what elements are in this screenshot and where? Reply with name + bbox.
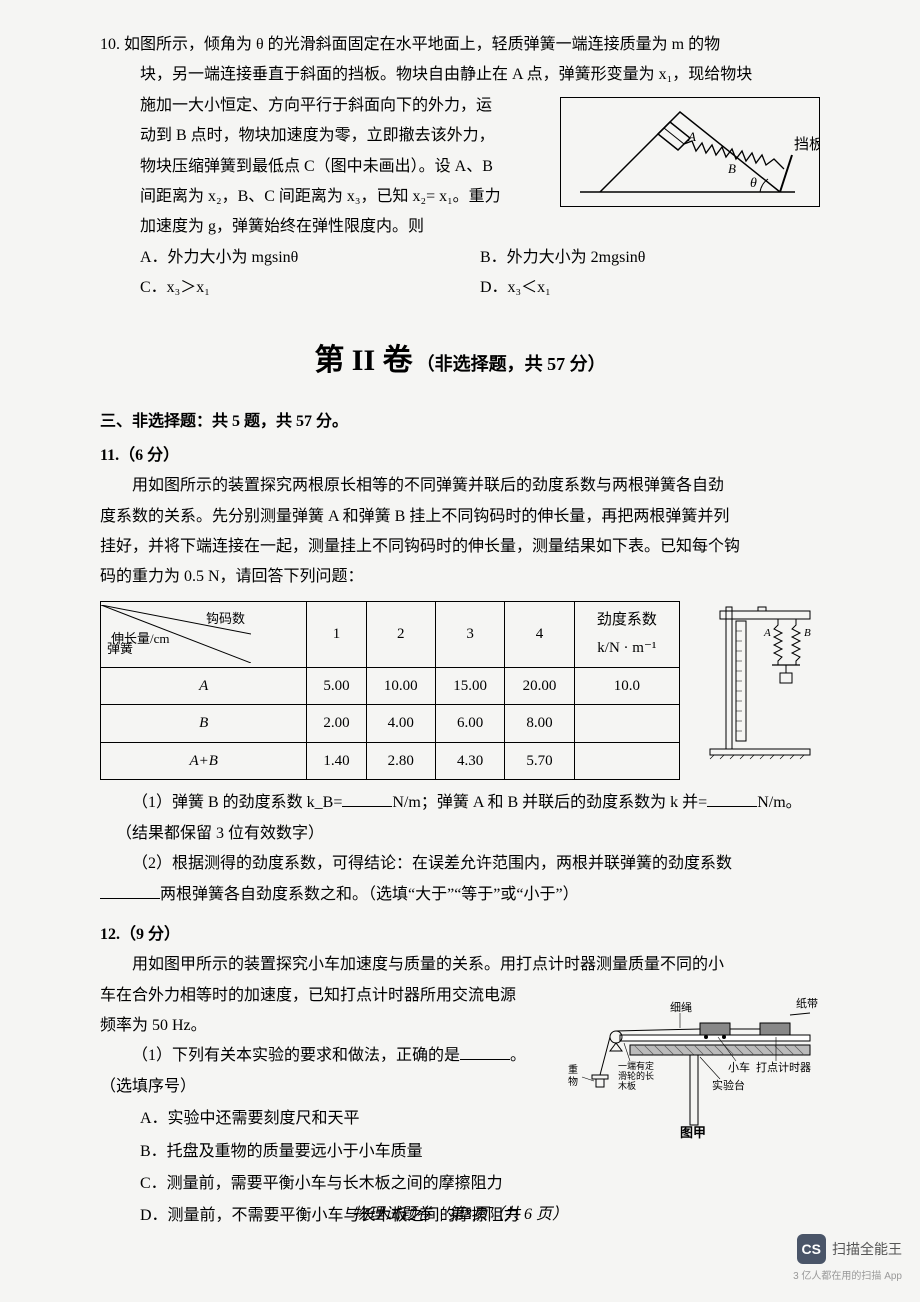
question-12: 12.（9 分） 用如图甲所示的装置探究小车加速度与质量的关系。用打点计时器测量… (100, 920, 820, 1232)
col-4: 4 (505, 601, 574, 667)
cell: 15.00 (435, 667, 504, 705)
cell: 10.0 (574, 667, 679, 705)
section3-heading: 三、非选择题：共 5 题，共 57 分。 (100, 407, 820, 437)
fig-caption: 图甲 (680, 1125, 706, 1140)
q11-head: 11.（6 分） (100, 441, 820, 471)
watermark-sub: 3 亿人都在用的扫描 App (793, 1267, 902, 1286)
q10-option-c: C．x₃＞x₁ (140, 273, 480, 303)
part2-sub: （非选择题，共 57 分） (417, 354, 606, 374)
q10-option-d: D．x₃＜x₁ (480, 273, 820, 303)
svg-text:滑轮的长: 滑轮的长 (618, 1070, 654, 1081)
row-ab-label: A+B (101, 742, 307, 780)
q10-label-b: B (728, 161, 736, 176)
spring-a-label: A (763, 627, 771, 639)
cell: 5.70 (505, 742, 574, 780)
watermark: CS 扫描全能王 3 亿人都在用的扫描 App (793, 1234, 902, 1286)
q12-head: 12.（9 分） (100, 920, 820, 950)
label-pulley: 一端有定 (618, 1060, 654, 1071)
q11-sub1d: （结果都保留 3 位有效数字） (100, 819, 820, 849)
cell (574, 705, 679, 743)
table-row: A 5.00 10.00 15.00 20.00 10.0 (101, 667, 680, 705)
q10-figure: θ A B 挡板 (560, 97, 820, 218)
watermark-badge: CS (797, 1234, 826, 1265)
baffle-label: 挡板 (794, 135, 820, 153)
col-1: 1 (307, 601, 366, 667)
q12-sub1b: 。 (510, 1047, 526, 1064)
cell: 4.00 (366, 705, 435, 743)
theta-label: θ (750, 176, 757, 191)
blank-input[interactable] (707, 791, 757, 807)
svg-text:木板: 木板 (618, 1080, 636, 1091)
cell: 6.00 (435, 705, 504, 743)
q10-stem1: 如图所示，倾角为 θ 的光滑斜面固定在水平地面上，轻质弹簧一端连接质量为 m 的… (124, 36, 720, 53)
blank-input[interactable] (342, 791, 392, 807)
question-10: 10. 如图所示，倾角为 θ 的光滑斜面固定在水平地面上，轻质弹簧一端连接质量为… (100, 30, 820, 304)
spring-b-label: B (804, 627, 811, 639)
q12-p1: 用如图甲所示的装置探究小车加速度与质量的关系。用打点计时器测量质量不同的小 (132, 956, 724, 973)
q10-option-b: B．外力大小为 2mgsinθ (480, 243, 820, 273)
label-cart: 小车 (728, 1060, 750, 1074)
q11-p1: 用如图所示的装置探究两根原长相等的不同弹簧并联后的劲度系数与两根弹簧各自劲 (132, 477, 724, 494)
q11-sub2b: 两根弹簧各自劲度系数之和。（选填“大于”“等于”或“小于”） (160, 886, 579, 903)
cell: 5.00 (307, 667, 366, 705)
diag-top: 钩码数 (206, 607, 245, 632)
q11-sub2a: （2）根据测得的劲度系数，可得结论：在误差允许范围内，两根并联弹簧的劲度系数 (132, 855, 732, 872)
q11-p4: 码的重力为 0.5 N，请回答下列问题： (100, 562, 820, 592)
q12-figure: 细绳 纸带 小车 打点计时器 重 物 一端有定 滑轮的长 木板 实验台 图甲 (560, 985, 820, 1166)
q10-number: 10. (100, 36, 120, 53)
table-row: A+B 1.40 2.80 4.30 5.70 (101, 742, 680, 780)
question-11: 11.（6 分） 用如图所示的装置探究两根原长相等的不同弹簧并联后的劲度系数与两… (100, 441, 820, 910)
q10-stem2: 块，另一端连接垂直于斜面的挡板。物块自由静止在 A 点，弹簧形变量为 x₁，现给… (140, 60, 820, 90)
svg-text:物: 物 (568, 1075, 578, 1088)
label-timer: 打点计时器 (756, 1060, 811, 1074)
q11-sub1c: N/m。 (757, 794, 801, 811)
q11-sub1b: N/m；弹簧 A 和 B 并联后的劲度系数为 k 并= (392, 794, 707, 811)
label-weight: 重 (568, 1063, 578, 1076)
cell (574, 742, 679, 780)
cell: 10.00 (366, 667, 435, 705)
cell: 4.30 (435, 742, 504, 780)
col-k: 劲度系数 k/N · m⁻¹ (574, 601, 679, 667)
q11-p3: 挂好，并将下端连接在一起，测量挂上不同钩码时的伸长量，测量结果如下表。已知每个钩 (100, 532, 820, 562)
q11-p2: 度系数的关系。先分别测量弹簧 A 和弹簧 B 挂上不同钩码时的伸长量，再把两根弹… (100, 502, 820, 532)
q11-sub2: （2）根据测得的劲度系数，可得结论：在误差允许范围内，两根并联弹簧的劲度系数 (100, 849, 820, 879)
table-diag-header: 钩码数 伸长量/cm 弹簧 (101, 605, 251, 663)
q10-option-a: A．外力大小为 mgsinθ (140, 243, 480, 273)
row-a-label: A (101, 667, 307, 705)
q11-sub1a: （1）弹簧 B 的劲度系数 k_B= (132, 794, 342, 811)
cell: 20.00 (505, 667, 574, 705)
cell: 2.00 (307, 705, 366, 743)
label-tape: 纸带 (796, 997, 818, 1010)
label-rope: 细绳 (670, 1000, 692, 1014)
table-row: B 2.00 4.00 6.00 8.00 (101, 705, 680, 743)
q12-option-c: C．测量前，需要平衡小车与长木板之间的摩擦阻力 (140, 1169, 820, 1199)
q11-sub1: （1）弹簧 B 的劲度系数 k_B= N/m；弹簧 A 和 B 并联后的劲度系数为… (100, 788, 820, 818)
cell: 1.40 (307, 742, 366, 780)
page-footer: 物理试题卷 第3页（共 6 页） (0, 1200, 920, 1230)
part2-title: 第 II 卷 （非选择题，共 57 分） (100, 332, 820, 389)
col-3: 3 (435, 601, 504, 667)
part2-main: 第 II 卷 (314, 344, 412, 377)
row-b-label: B (101, 705, 307, 743)
q10-label-a: A (687, 129, 696, 144)
q11-figure: A B (700, 601, 820, 772)
label-table: 实验台 (712, 1078, 745, 1092)
blank-input[interactable] (460, 1044, 510, 1060)
cell: 2.80 (366, 742, 435, 780)
q12-sub1a: （1）下列有关本实验的要求和做法，正确的是 (132, 1047, 460, 1064)
watermark-name: 扫描全能王 (832, 1236, 902, 1263)
blank-input[interactable] (100, 883, 160, 899)
col-2: 2 (366, 601, 435, 667)
diag-bot: 弹簧 (107, 637, 133, 662)
cell: 8.00 (505, 705, 574, 743)
q11-table: 钩码数 伸长量/cm 弹簧 1 2 3 4 劲度系数 k/N · m⁻¹ A 5… (100, 601, 680, 781)
